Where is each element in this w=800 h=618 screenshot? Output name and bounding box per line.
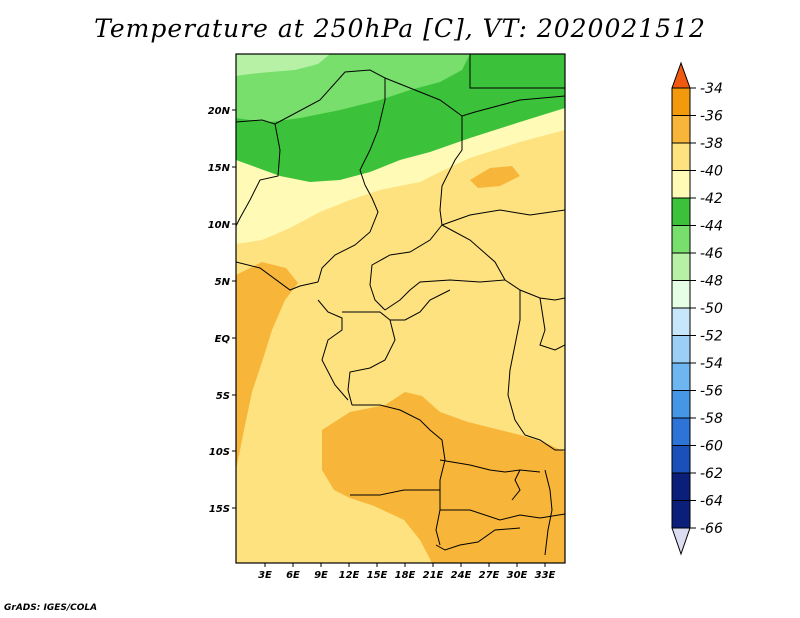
colorbar-bin-minus46 — [671, 225, 691, 254]
colorbar-label-minus64: -64 — [700, 494, 723, 510]
colorbar: -34 -36 -38 -40 -42 -44 -46 -48 -50 -52 … — [671, 61, 723, 556]
colorbar-bin-minus66 — [671, 500, 691, 529]
colorbar-bin-minus48 — [671, 252, 691, 281]
colorbar-label-minus58: -58 — [700, 411, 723, 427]
colorbar-label-minus54: -54 — [700, 356, 723, 372]
lat-label-15s: 15S — [209, 504, 230, 515]
colorbar-label-minus56: -56 — [700, 384, 723, 400]
colorbar-bin-minus44 — [671, 197, 691, 226]
colorbar-bin-minus50 — [671, 280, 691, 309]
colorbar-label-minus42: -42 — [700, 191, 723, 207]
colorbar-bin-minus64 — [671, 472, 691, 501]
map-frame — [235, 53, 566, 564]
colorbar-bin-minus42 — [671, 170, 691, 199]
lon-label-9e: 9E — [314, 570, 328, 581]
colorbar-bin-minus52 — [671, 307, 691, 336]
lon-label-27e: 27E — [479, 570, 500, 581]
map-fields — [236, 54, 565, 563]
colorbar-arrow-top — [671, 61, 691, 89]
colorbar-label-minus48: -48 — [700, 274, 723, 290]
lat-label-10n: 10N — [208, 220, 231, 231]
colorbar-label-minus34: -34 — [700, 81, 723, 97]
colorbar-label-minus50: -50 — [700, 301, 723, 317]
colorbar-label-minus62: -62 — [700, 466, 723, 482]
lat-label-eq: EQ — [215, 334, 231, 345]
field-minus38-west — [236, 262, 298, 470]
lon-label-24e: 24E — [451, 570, 472, 581]
lon-label-6e: 6E — [286, 570, 300, 581]
colorbar-label-minus66: -66 — [700, 521, 723, 537]
colorbar-label-minus36: -36 — [700, 109, 723, 125]
lat-axis: 20N 15N 10N 5N EQ 5S 10S 15S — [208, 106, 236, 515]
lon-label-21e: 21E — [423, 570, 444, 581]
lon-label-12e: 12E — [339, 570, 360, 581]
colorbar-bin-minus56 — [671, 362, 691, 391]
colorbar-bin-minus40 — [671, 142, 691, 171]
colorbar-bin-minus54 — [671, 335, 691, 364]
lon-label-3e: 3E — [258, 570, 272, 581]
colorbar-label-minus52: -52 — [700, 329, 723, 345]
field-minus48 — [236, 54, 330, 76]
colorbar-bin-minus38 — [671, 115, 691, 144]
colorbar-bin-minus58 — [671, 390, 691, 419]
colorbar-bin-minus62 — [671, 445, 691, 474]
lon-label-15e: 15E — [367, 570, 388, 581]
colorbar-label-minus46: -46 — [700, 246, 723, 262]
colorbar-arrow-bottom — [671, 527, 691, 556]
lat-label-15n: 15N — [208, 163, 231, 174]
chart-title: Temperature at 250hPa [C], VT: 202002151… — [94, 14, 706, 43]
lon-axis: 3E 6E 9E 12E 15E 18E 21E 24E 27E 30E 33E — [258, 563, 556, 581]
colorbar-label-minus40: -40 — [700, 164, 723, 180]
lat-label-20n: 20N — [208, 106, 231, 117]
lon-label-30e: 30E — [507, 570, 528, 581]
lat-label-10s: 10S — [209, 447, 230, 458]
colorbar-bin-minus60 — [671, 417, 691, 446]
field-minus38-patch — [470, 166, 520, 188]
colorbar-label-minus44: -44 — [700, 219, 723, 235]
lon-label-33e: 33E — [535, 570, 556, 581]
lat-label-5s: 5S — [216, 391, 230, 402]
country-borders — [236, 54, 565, 556]
lat-label-5n: 5N — [215, 277, 231, 288]
lon-label-18e: 18E — [395, 570, 416, 581]
field-minus46 — [236, 54, 470, 122]
grads-credit: GrADS: IGES/COLA — [4, 603, 98, 613]
colorbar-bin-minus36 — [671, 87, 691, 116]
colorbar-label-minus38: -38 — [700, 136, 723, 152]
colorbar-label-minus60: -60 — [700, 439, 723, 455]
field-minus38-south — [322, 392, 565, 563]
